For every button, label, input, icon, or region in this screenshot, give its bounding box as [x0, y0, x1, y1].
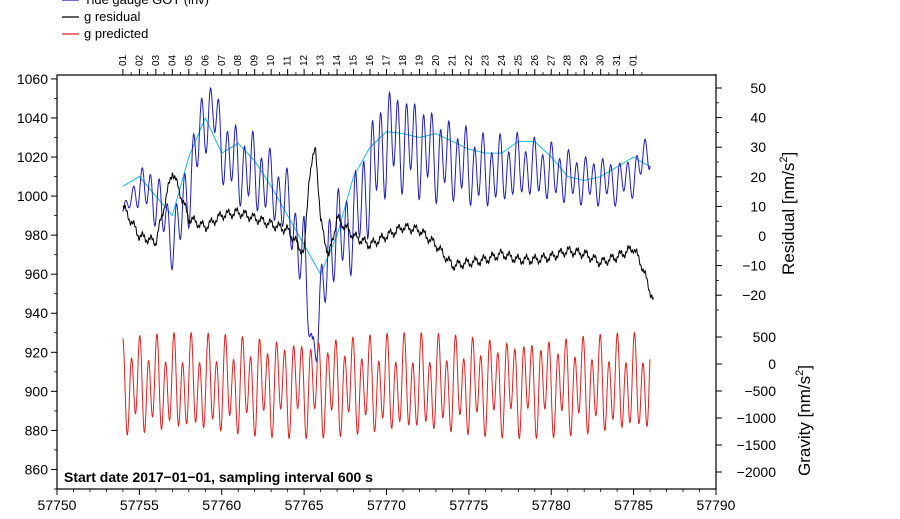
x-tick-label: 57770: [367, 497, 406, 513]
x-tick-label: 57755: [120, 497, 159, 513]
gravity-axis-label-main: Gravity [nm/s: [795, 376, 814, 476]
top-day-label: 30: [596, 54, 607, 66]
top-day-label: 14: [332, 54, 343, 66]
residual-axis-label: Residual [nm/s2]: [778, 152, 798, 275]
residual-tick-label: 10: [750, 198, 766, 214]
top-day-label: 10: [266, 54, 277, 66]
y-tick-label: 960: [25, 266, 49, 282]
series-line-trend: [122, 116, 651, 276]
gravity-axis-label: Gravity [nm/s2]: [794, 365, 814, 476]
top-day-label: 17: [382, 54, 393, 66]
series-line-tide-gauge: [122, 86, 651, 363]
top-day-label: 20: [431, 54, 442, 66]
y-tick-label: 1020: [17, 149, 48, 165]
gravity-tick-label: −1000: [737, 410, 777, 426]
top-day-label: 24: [497, 54, 508, 66]
legend-label: g predicted: [84, 26, 148, 41]
top-day-label: 08: [233, 54, 244, 66]
x-tick-label: 57750: [38, 497, 77, 513]
top-day-label: 16: [365, 54, 376, 66]
top-day-label: 28: [563, 54, 574, 66]
top-day-label: 23: [480, 54, 491, 66]
top-day-label: 27: [546, 54, 557, 66]
top-day-label: 18: [398, 54, 409, 66]
gravity-tick-label: 500: [753, 329, 777, 345]
y-tick-label: 880: [25, 422, 49, 438]
series-line-residual: [122, 147, 654, 300]
top-day-label: 25: [513, 54, 524, 66]
top-day-label: 31: [612, 54, 623, 66]
residual-tick-label: 30: [750, 139, 766, 155]
gravity-tick-label: −500: [744, 383, 776, 399]
top-day-label: 15: [349, 54, 360, 66]
legend-label: Tide gauge GOT (inv): [84, 0, 209, 7]
top-day-label: 07: [217, 54, 228, 66]
top-day-label: 12: [299, 54, 310, 66]
gravity-tick-label: 0: [768, 356, 776, 372]
residual-tick-label: 20: [750, 169, 766, 185]
top-day-label: 09: [250, 54, 261, 66]
x-tick-label: 57790: [697, 497, 736, 513]
residual-tick-label: −10: [742, 258, 766, 274]
gravity-axis-label-sup: 2: [794, 370, 806, 376]
top-day-label: 05: [184, 54, 195, 66]
x-tick-label: 57760: [202, 497, 241, 513]
legend-label: g residual: [84, 9, 140, 24]
y-tick-label: 900: [25, 383, 49, 399]
top-day-label: 21: [447, 54, 458, 66]
top-day-label: 03: [151, 54, 162, 66]
x-tick-label: 57785: [614, 497, 653, 513]
plot-frame: [56, 74, 717, 490]
top-day-label: 02: [134, 54, 145, 66]
x-tick-label: 57765: [285, 497, 324, 513]
y-tick-label: 1040: [17, 110, 48, 126]
top-day-label: 01: [118, 54, 129, 66]
x-tick-label: 57775: [449, 497, 488, 513]
top-day-label: 01: [629, 54, 640, 66]
residual-tick-label: −20: [742, 287, 766, 303]
y-tick-label: 860: [25, 461, 49, 477]
gravity-tick-label: −2000: [737, 464, 777, 480]
residual-axis-label-sup: 2: [778, 156, 790, 162]
top-day-label: 06: [200, 54, 211, 66]
y-tick-label: 1000: [17, 188, 48, 204]
top-day-label: 04: [167, 54, 178, 66]
top-day-label: 11: [283, 55, 294, 66]
residual-tick-label: 0: [758, 228, 766, 244]
series-line-predicted: [122, 331, 651, 440]
residual-axis-label-main: Residual [nm/s: [779, 163, 798, 275]
start-date-annotation: Start date 2017−01−01, sampling interval…: [64, 469, 373, 485]
y-tick-label: 920: [25, 344, 49, 360]
y-tick-label: 940: [25, 305, 49, 321]
top-day-label: 29: [579, 54, 590, 66]
residual-tick-label: 40: [750, 110, 766, 126]
y-tick-label: 980: [25, 227, 49, 243]
x-tick-label: 57780: [532, 497, 571, 513]
gravity-axis-label-tail: ]: [795, 365, 814, 370]
top-day-label: 22: [464, 54, 475, 66]
top-day-label: 13: [316, 54, 327, 66]
gravity-tick-label: −1500: [737, 437, 777, 453]
y-tick-label: 1060: [17, 71, 48, 87]
residual-axis-label-tail: ]: [779, 152, 798, 157]
top-day-label: 19: [414, 54, 425, 66]
top-day-label: 26: [530, 54, 541, 66]
residual-tick-label: 50: [750, 80, 766, 96]
